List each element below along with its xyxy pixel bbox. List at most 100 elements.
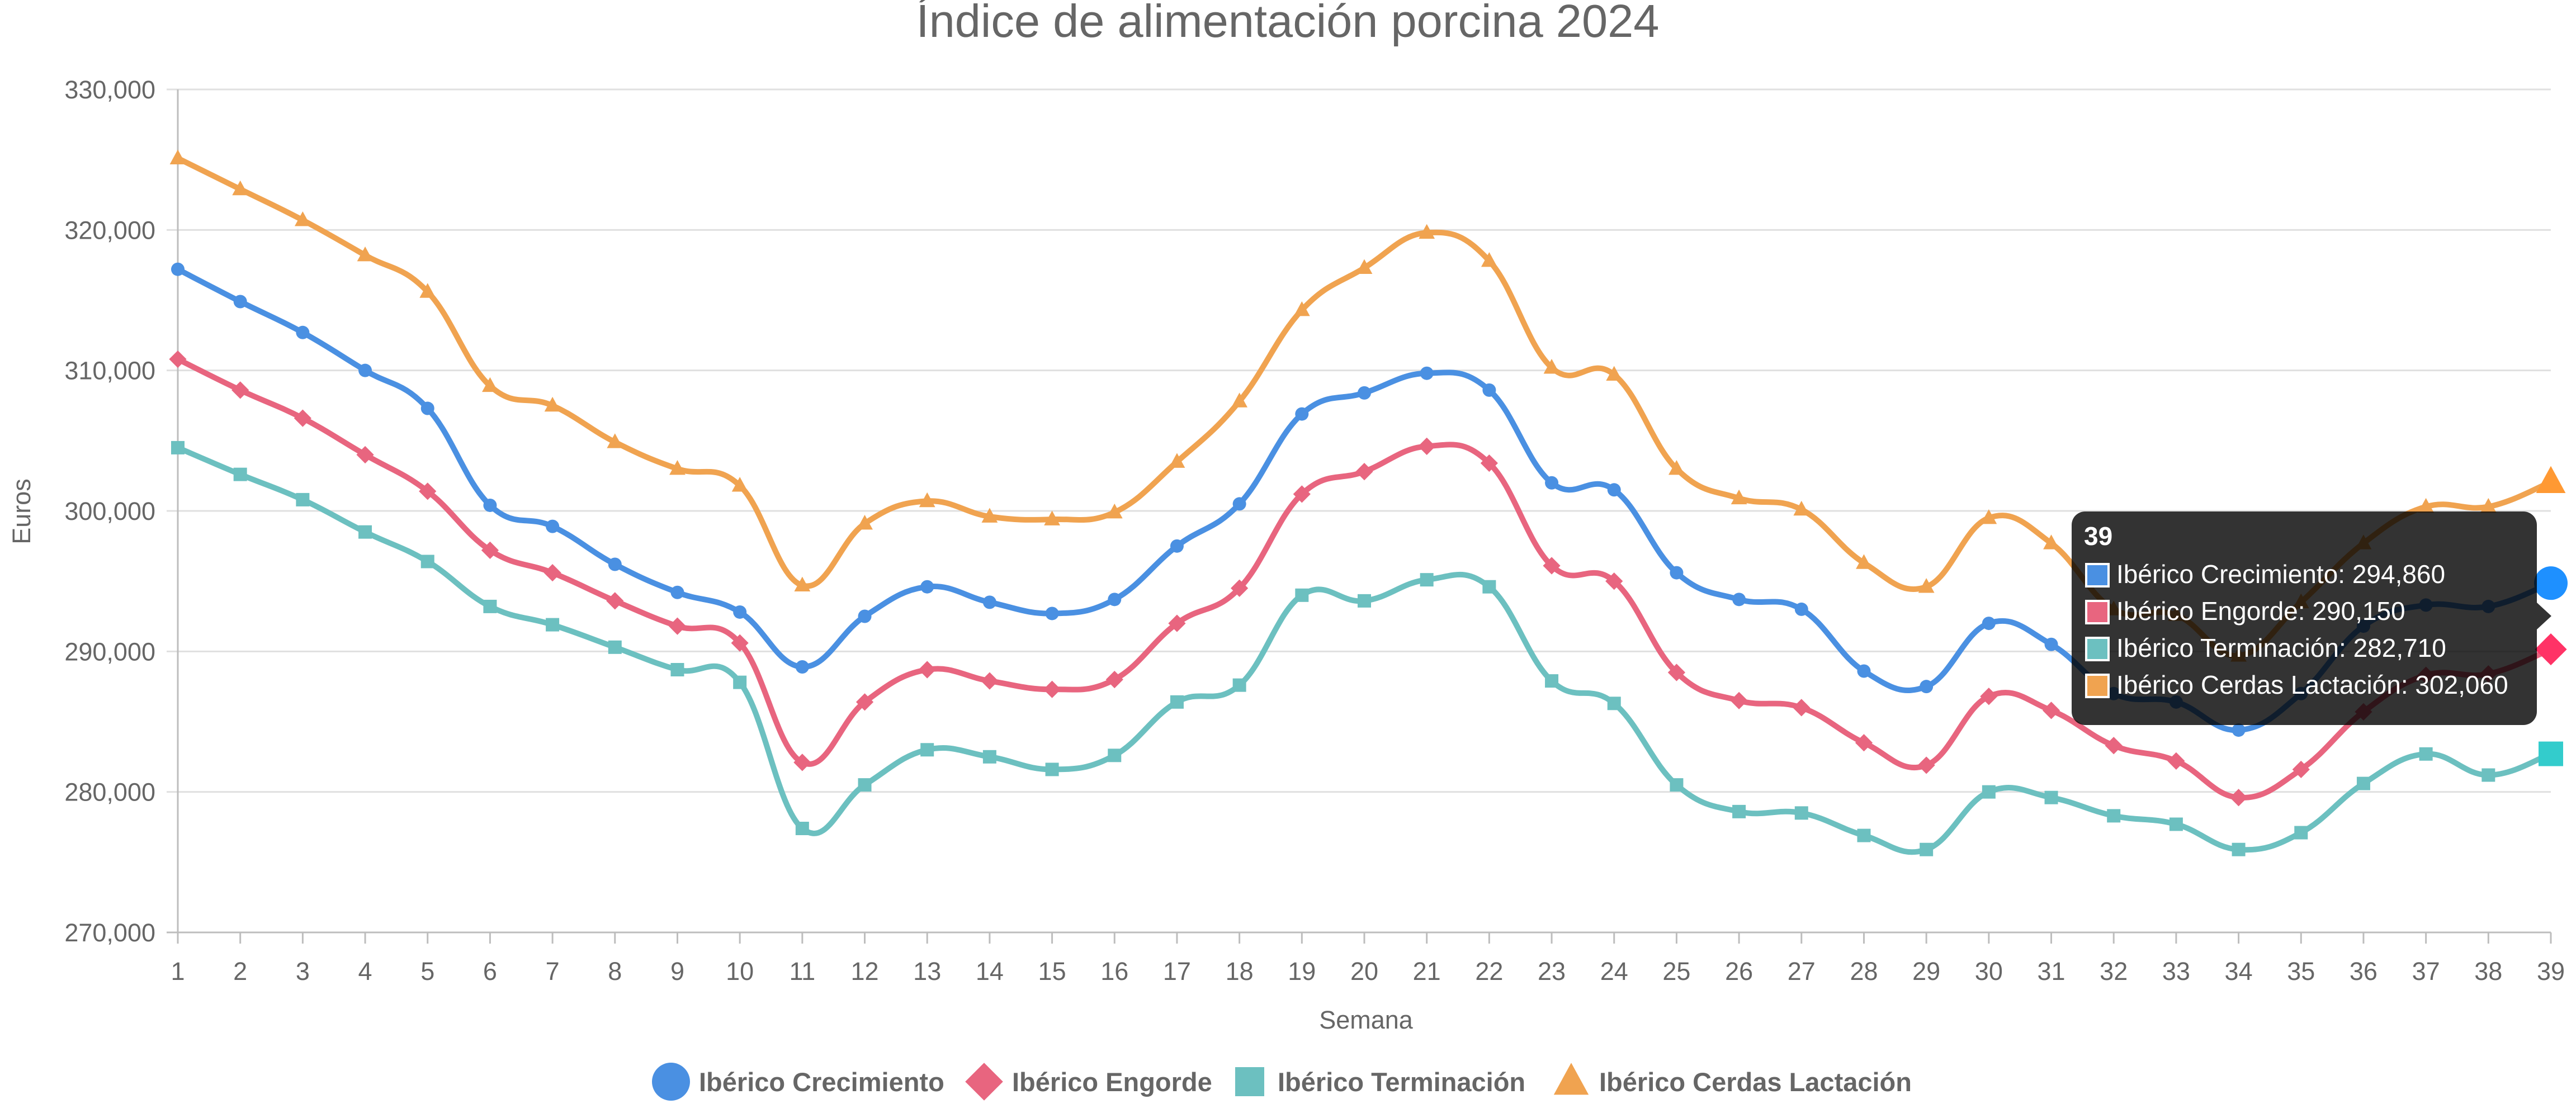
x-tick-label: 4	[358, 957, 372, 986]
x-tick-label: 14	[976, 957, 1004, 986]
series-markers	[169, 149, 2568, 856]
data-point	[1419, 224, 1435, 239]
data-point	[482, 377, 498, 392]
data-point	[232, 180, 249, 196]
data-point	[1545, 674, 1559, 688]
x-tick-label: 9	[670, 957, 684, 986]
data-point	[1293, 301, 1310, 316]
data-point	[358, 525, 372, 539]
data-point	[1169, 453, 1185, 468]
data-point	[920, 743, 934, 757]
x-tick-label: 26	[1725, 957, 1753, 986]
data-point	[2480, 498, 2497, 513]
x-tick-label: 2	[233, 957, 247, 986]
data-point	[2169, 817, 2183, 831]
x-tick-label: 20	[1350, 957, 1378, 986]
x-tick-label: 10	[726, 957, 754, 986]
data-point	[981, 508, 998, 523]
data-point	[857, 515, 873, 530]
data-point	[420, 555, 434, 569]
data-point	[1917, 756, 1935, 774]
data-point	[546, 519, 560, 533]
data-point	[169, 350, 187, 368]
data-point	[2419, 747, 2433, 761]
data-point	[419, 482, 437, 500]
legend-marker	[965, 1063, 1003, 1101]
tooltip-title: 39	[2084, 522, 2112, 551]
tooltip-swatch	[2087, 639, 2107, 659]
tooltip-swatch	[2087, 676, 2107, 696]
x-tick-label: 1	[171, 957, 185, 986]
x-tick-label: 36	[2350, 957, 2378, 986]
data-point	[1607, 483, 1621, 497]
data-point	[668, 617, 687, 635]
data-point	[1045, 762, 1059, 776]
tooltip-swatch	[2087, 602, 2107, 622]
x-tick-label: 28	[1850, 957, 1878, 986]
x-tick-label: 30	[1975, 957, 2003, 986]
data-point	[2043, 534, 2059, 549]
tooltip-line: Ibérico Cerdas Lactación: 302,060	[2116, 670, 2508, 699]
data-point	[2105, 737, 2123, 755]
data-point	[1543, 359, 1560, 374]
data-point	[2232, 842, 2246, 856]
x-tick-label: 21	[1413, 957, 1441, 986]
data-point	[2539, 741, 2563, 766]
data-point	[1232, 678, 1246, 692]
data-point	[1545, 476, 1559, 490]
x-tick-label: 34	[2225, 957, 2253, 986]
data-point	[670, 585, 684, 599]
data-point	[918, 661, 936, 679]
data-point	[231, 381, 249, 399]
data-point	[294, 409, 311, 427]
x-tick-label: 13	[913, 957, 941, 986]
data-point	[1481, 252, 1497, 267]
data-point	[793, 754, 811, 771]
data-point	[2292, 760, 2310, 779]
x-axis-title: Semana	[1319, 1006, 1414, 1034]
data-point	[2294, 826, 2308, 840]
legend-label: Ibérico Crecimiento	[699, 1067, 944, 1097]
data-point	[233, 295, 247, 309]
legend-label: Ibérico Engorde	[1012, 1067, 1212, 1097]
y-tick-label: 280,000	[64, 778, 155, 807]
data-point	[1793, 699, 1811, 717]
axes: 270,000 280,000 290,000 300,000 310,000 320,0…	[64, 75, 2565, 986]
data-point	[1480, 454, 1498, 472]
x-tick-label: 39	[2537, 957, 2565, 986]
data-point	[483, 599, 497, 613]
data-point	[2232, 723, 2246, 737]
data-point	[1420, 366, 1434, 380]
data-point	[1794, 806, 1808, 820]
data-point	[1043, 680, 1061, 698]
data-point	[858, 778, 872, 792]
tooltip-line: Ibérico Terminación: 282,710	[2116, 633, 2446, 662]
series-line-3	[175, 444, 2554, 855]
tooltip-line: Ibérico Crecimiento: 294,860	[2116, 560, 2445, 589]
y-tick-label: 290,000	[64, 637, 155, 666]
data-point	[294, 211, 311, 226]
data-point	[1920, 680, 1934, 694]
data-point	[171, 440, 185, 454]
data-point	[356, 446, 374, 464]
data-point	[2535, 633, 2567, 666]
data-point	[420, 401, 434, 415]
data-point	[1670, 566, 1684, 580]
data-point	[1920, 842, 1934, 856]
grid-lines	[167, 88, 2551, 934]
x-tick-label: 6	[483, 957, 497, 986]
data-point	[1482, 383, 1496, 397]
legend-marker	[652, 1063, 690, 1101]
x-tick-label: 18	[1226, 957, 1254, 986]
data-point	[1981, 509, 1997, 524]
data-point	[1918, 578, 1935, 593]
data-point	[1982, 785, 1996, 799]
data-point	[858, 609, 872, 623]
data-point	[1106, 503, 1123, 519]
x-tick-label: 27	[1788, 957, 1816, 986]
data-point	[608, 557, 622, 571]
data-point	[1293, 485, 1311, 503]
data-point	[1857, 828, 1871, 842]
data-point	[855, 693, 874, 711]
legend: Ibérico Crecimiento Ibérico Engorde Ibéric…	[652, 1063, 1912, 1101]
